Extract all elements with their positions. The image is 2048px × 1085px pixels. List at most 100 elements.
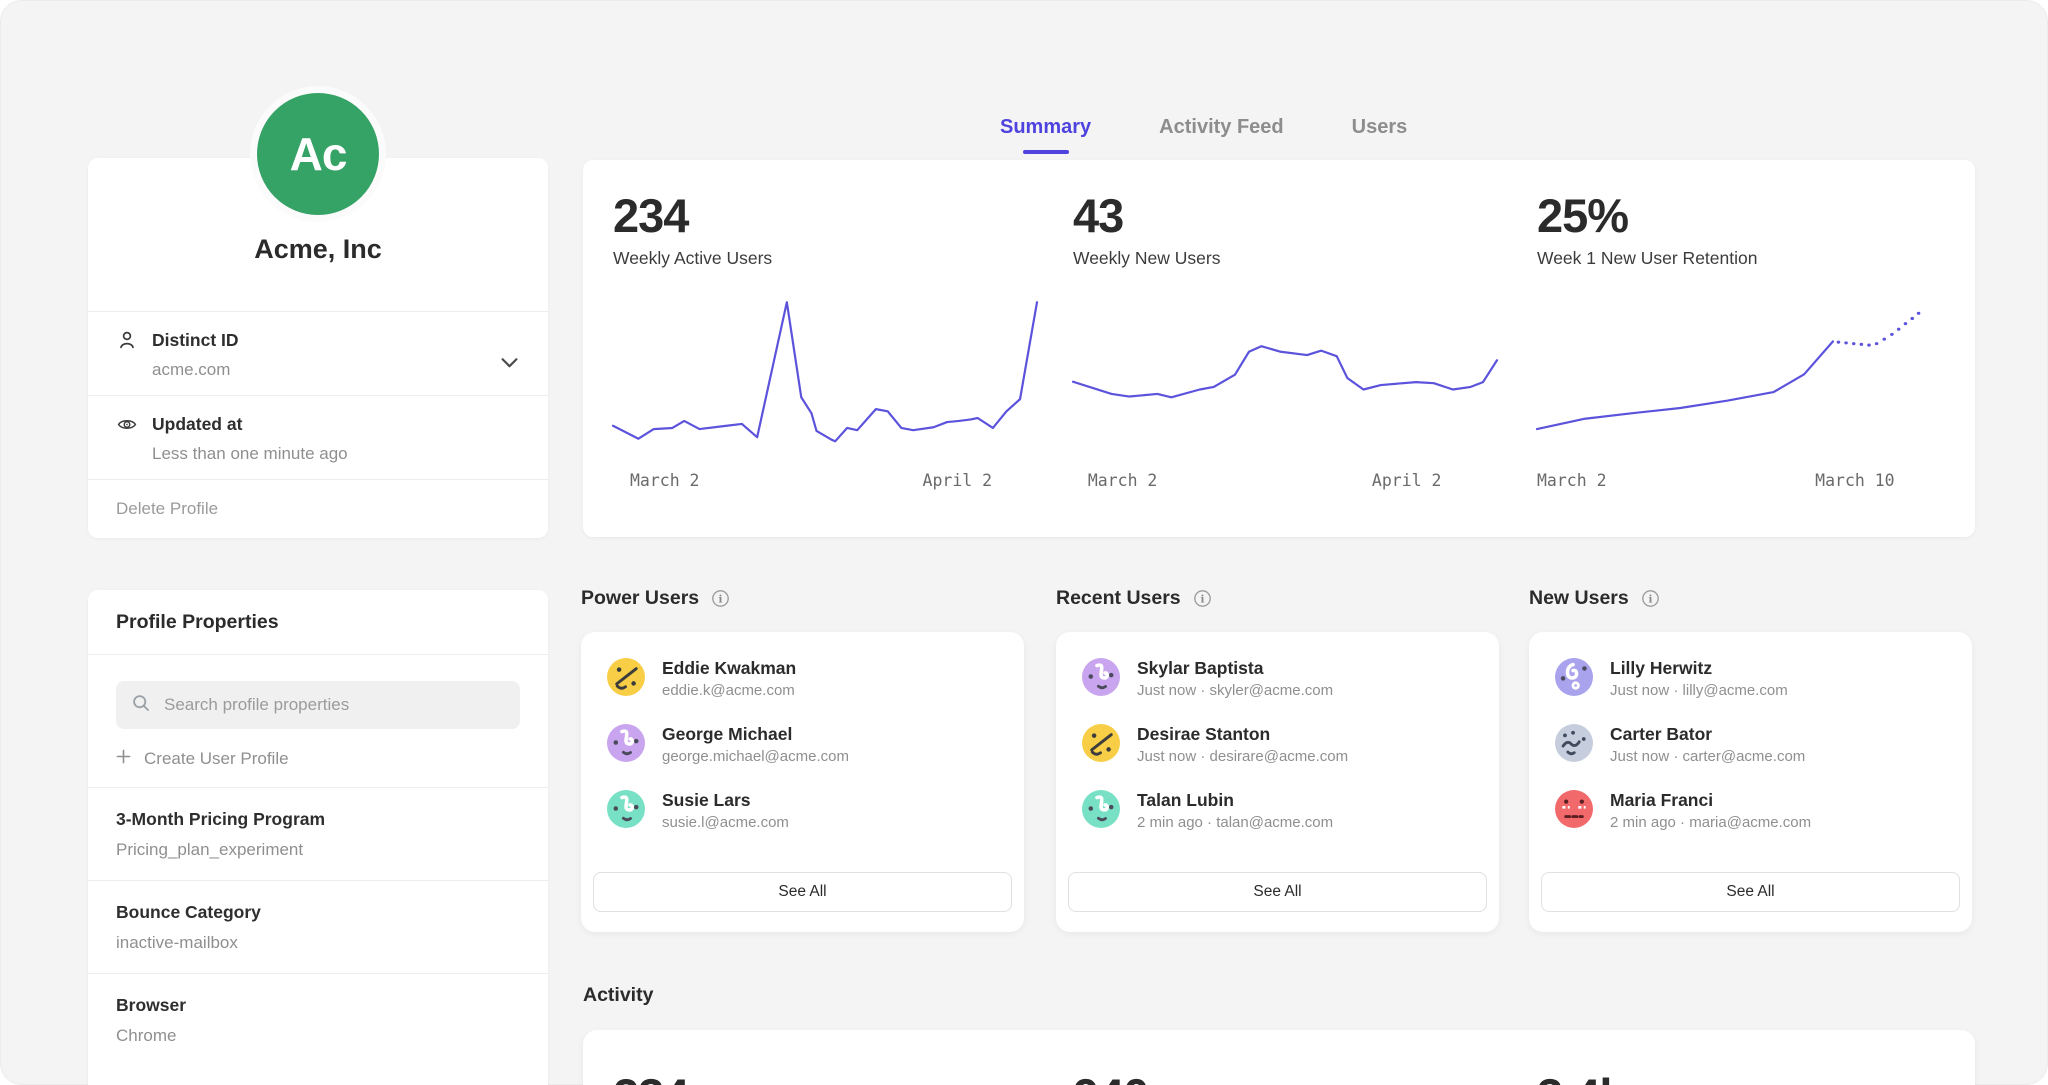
profile-row-label: Distinct ID <box>152 329 239 350</box>
user-list-card: Skylar Baptista Just now · skyler@acme.co… <box>1056 632 1499 932</box>
section-header: New Users i <box>1529 585 1972 612</box>
tab-users[interactable]: Users <box>1351 116 1408 138</box>
section-header: Recent Users i <box>1056 585 1499 612</box>
user-avatar <box>1555 658 1593 696</box>
info-icon[interactable]: i <box>1641 589 1660 608</box>
profile-row-value: Less than one minute ago <box>152 444 348 463</box>
svg-text:i: i <box>1648 593 1652 605</box>
user-subtext: Just now · lilly@acme.com <box>1610 682 1788 699</box>
user-avatar <box>1082 790 1120 828</box>
user-subtext: Just now · carter@acme.com <box>1610 748 1806 765</box>
list-item[interactable]: Maria Franci 2 min ago · maria@acme.com <box>1555 790 1952 831</box>
x-axis-labels: March 2 April 2 <box>1073 471 1497 493</box>
see-all-button[interactable]: See All <box>1068 872 1487 912</box>
stat-value: 43 <box>1073 189 1124 242</box>
property-label: 3-Month Pricing Program <box>116 809 326 829</box>
user-avatar <box>607 658 645 696</box>
create-user-profile-button[interactable]: Create User Profile <box>116 749 520 787</box>
delete-profile-button[interactable]: Delete Profile <box>88 479 548 538</box>
info-icon[interactable]: i <box>1193 589 1212 608</box>
activity-stat-value: 3.4k <box>1537 1068 1625 1085</box>
chevron-down-icon[interactable] <box>501 355 518 373</box>
property-item: Bounce Category inactive-mailbox <box>88 880 548 973</box>
x-axis-tick: March 2 <box>629 471 700 490</box>
user-subtext: 2 min ago · maria@acme.com <box>1610 814 1812 831</box>
sparkline-chart <box>613 297 1037 445</box>
plus-icon <box>116 749 131 769</box>
info-icon[interactable]: i <box>711 589 730 608</box>
x-axis-tick: March 2 <box>1087 471 1158 490</box>
list-item[interactable]: Lilly Herwitz Just now · lilly@acme.com <box>1555 658 1952 699</box>
profile-row-head: Updated at <box>116 413 520 435</box>
user-name: George Michael <box>662 724 793 744</box>
profile-properties-card: Profile Properties Create User Profile 3… <box>88 590 548 1085</box>
stat-column-3: 25% Week 1 New User Retention March 2 March… <box>1537 160 1961 493</box>
user-avatar <box>1555 724 1593 762</box>
section-recent-users: Recent Users i Skylar Baptista Just now · s… <box>1056 585 1499 932</box>
property-value: inactive-mailbox <box>116 933 238 952</box>
list-item[interactable]: Susie Lars susie.l@acme.com <box>607 790 1004 831</box>
user-subtext: 2 min ago · talan@acme.com <box>1137 814 1334 831</box>
user-name: Skylar Baptista <box>1137 658 1264 678</box>
property-label: Bounce Category <box>116 902 261 922</box>
svg-text:i: i <box>1200 593 1204 605</box>
stat-column-1: 234 Weekly Active Users March 2 April 2 <box>613 160 1037 493</box>
activity-stat-value: 940 <box>1073 1068 1149 1085</box>
see-all-button[interactable]: See All <box>593 872 1012 912</box>
stat-label: Weekly Active Users <box>613 248 773 268</box>
profile-row-value: acme.com <box>152 360 231 379</box>
user-name: Desirae Stanton <box>1137 724 1271 744</box>
activity-title: Activity <box>583 984 654 1006</box>
company-name: Acme, Inc <box>254 234 382 264</box>
list-item[interactable]: Eddie Kwakman eddie.k@acme.com <box>607 658 1004 699</box>
eye-icon <box>116 413 138 435</box>
list-item[interactable]: Carter Bator Just now · carter@acme.com <box>1555 724 1952 765</box>
user-avatar <box>1082 724 1120 762</box>
stat-label: Week 1 New User Retention <box>1537 248 1758 268</box>
x-axis-tick: April 2 <box>922 471 993 490</box>
company-profile-card: Ac Acme, Inc Distinct ID acme.com Updated … <box>88 86 548 538</box>
section-power-users: Power Users i Eddie Kwakman eddie.k@acme.co… <box>581 585 1024 932</box>
user-subtext: george.michael@acme.com <box>662 748 849 765</box>
user-name: Eddie Kwakman <box>662 658 797 678</box>
sparkline-chart <box>1073 297 1497 445</box>
tab-activity-feed[interactable]: Activity Feed <box>1159 116 1284 138</box>
create-user-profile-label: Create User Profile <box>144 749 289 768</box>
list-item[interactable]: Skylar Baptista Just now · skyler@acme.co… <box>1082 658 1479 699</box>
user-subtext: Just now · desirare@acme.com <box>1137 748 1349 765</box>
profile-row-head: Distinct ID <box>116 329 520 351</box>
user-name: Lilly Herwitz <box>1610 658 1713 678</box>
search-icon <box>131 693 151 718</box>
user-subtext: eddie.k@acme.com <box>662 682 795 699</box>
profile-row-label: Updated at <box>152 413 243 434</box>
property-list: 3-Month Pricing Program Pricing_plan_expe… <box>88 787 548 1066</box>
user-avatar <box>607 724 645 762</box>
stat-label: Weekly New Users <box>1073 248 1221 268</box>
search-input[interactable] <box>162 694 505 716</box>
search-box[interactable] <box>116 681 520 729</box>
profile-row-distinct-id: Distinct ID acme.com <box>88 311 548 395</box>
activity-stat-value: 234 <box>613 1068 689 1085</box>
tab-summary[interactable]: Summary <box>1000 116 1091 154</box>
profile-rows: Distinct ID acme.com Updated at Less than o… <box>88 311 548 479</box>
list-item[interactable]: Desirae Stanton Just now · desirare@acme.… <box>1082 724 1479 765</box>
list-item[interactable]: Talan Lubin 2 min ago · talan@acme.com <box>1082 790 1479 831</box>
company-avatar-initials: Ac <box>289 128 348 180</box>
user-list-card: Lilly Herwitz Just now · lilly@acme.com Ca… <box>1529 632 1972 932</box>
activity-card: 234 940 3.4k <box>583 1030 1975 1085</box>
property-value: Pricing_plan_experiment <box>116 840 304 859</box>
x-axis-tick: March 10 <box>1815 471 1895 490</box>
stat-value: 234 <box>613 189 689 242</box>
section-title: Power Users <box>581 587 700 609</box>
user-subtext: susie.l@acme.com <box>662 814 789 831</box>
property-item: 3-Month Pricing Program Pricing_plan_expe… <box>88 787 548 880</box>
section-header: Power Users i <box>581 585 1024 612</box>
user-name: Susie Lars <box>662 790 751 810</box>
user-subtext: Just now · skyler@acme.com <box>1137 682 1334 699</box>
see-all-button[interactable]: See All <box>1541 872 1960 912</box>
list-item[interactable]: George Michael george.michael@acme.com <box>607 724 1004 765</box>
user-name: Talan Lubin <box>1137 790 1234 810</box>
summary-card: 234 Weekly Active Users March 2 April 2 43 We… <box>583 160 1975 537</box>
user-avatar <box>1082 658 1120 696</box>
